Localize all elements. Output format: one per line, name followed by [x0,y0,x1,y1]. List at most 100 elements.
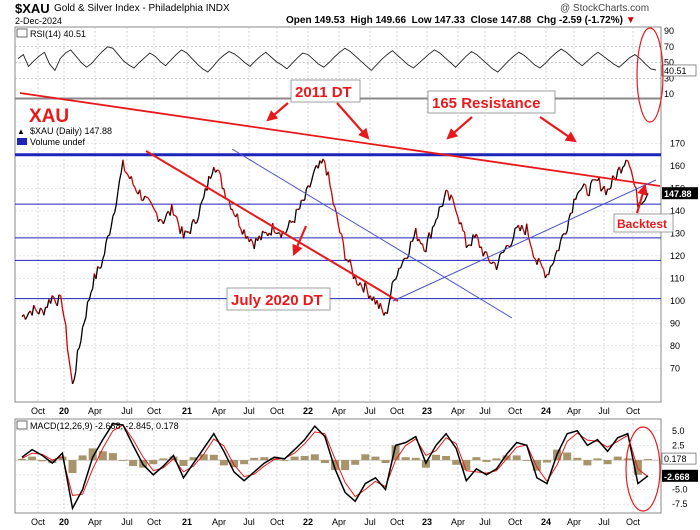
price-segment-283 [495,263,499,271]
price-segment-285 [499,252,503,255]
price-segment-83 [159,218,163,221]
macd-histogram-bar-33 [351,460,360,465]
macd-histogram-bar-54 [563,452,572,461]
price-segment-214 [379,303,383,311]
price-segment-53 [108,226,112,236]
x-tick-macd-17: 24 [541,517,551,527]
price-segment-19 [51,295,55,299]
price-segment-292 [511,237,515,245]
x-tick-macd-2: Apr [88,517,102,527]
price-segment-30 [70,371,74,384]
x-tick-price-3: Jul [121,406,133,416]
price-segment-189 [337,224,341,234]
price-segment-119 [219,174,223,189]
macd-histogram-bar-18 [199,454,208,461]
price-segment-59 [118,172,122,181]
price-segment-73 [142,195,146,201]
price-segment-25 [61,308,65,318]
price-segment-101 [189,222,193,235]
price-segment-38 [83,317,87,323]
macd-histogram-bar-56 [583,460,592,466]
x-tick-macd-13: 23 [422,517,432,527]
price-segment-251 [442,197,446,207]
high-label: High [350,15,373,26]
price-segment-139 [253,237,257,250]
price-segment-330 [574,193,578,200]
price-segment-173 [310,174,314,182]
price-segment-92 [174,214,178,218]
price-segment-320 [558,241,562,251]
price-segment-324 [564,230,568,235]
macd-histogram-bar-23 [250,457,259,461]
macd-histogram-bar-41 [432,454,440,461]
price-segment-231 [408,241,412,255]
macd-histogram-bar-45 [472,457,481,461]
macd-histogram-bar-43 [452,460,461,465]
trendline-2011-dt [19,92,661,187]
rsi-line [17,46,657,73]
price-segment-67 [132,184,136,188]
price-segment-311 [543,269,546,279]
macd-y-tick-5: -7.5 [672,499,688,509]
price-segment-366 [635,188,639,208]
price-segment-196 [349,259,353,269]
price-segment-244 [430,226,434,239]
price-segment-268 [470,234,474,246]
macd-histogram-bar-44 [462,460,471,471]
price-segment-144 [262,230,265,234]
price-segment-130 [238,225,242,230]
price-segment-90 [171,204,175,216]
price-segment-118 [218,170,222,176]
annotation-backtest-box [613,213,674,233]
x-tick-price-19: Jul [598,406,610,416]
macd-histogram-bar-8 [98,451,107,461]
price-segment-359 [623,159,627,166]
price-segment-226 [399,262,403,269]
price-segment-37 [81,322,85,328]
price-panel-frame [14,98,662,403]
price-segment-284 [497,254,501,264]
macd-signal-line [21,424,649,498]
price-segment-174 [312,168,316,175]
price-segment-302 [527,236,531,244]
price-segment-99 [186,230,189,233]
price-segment-2 [23,314,27,320]
price-segment-308 [538,257,541,263]
price-segment-365 [633,185,637,189]
watermark: @ StockCharts.com [560,3,650,14]
price-segment-104 [194,222,198,225]
symbol-title: $XAU [15,1,50,16]
rsi-y-tick-2: 50 [664,58,674,68]
x-tick-macd-18: Apr [567,517,581,527]
annotation-arrow-2 [446,116,473,140]
price-segment-161 [290,220,294,224]
price-y-tick-5: 120 [670,251,685,261]
price-y-tick-7: 100 [670,296,685,306]
annotation-arrow-4 [292,225,308,257]
price-segment-137 [250,238,254,243]
x-tick-price-1: 20 [59,406,69,416]
price-segment-235 [415,227,419,242]
price-segment-370 [642,200,646,203]
macd-histogram-bar-7 [88,448,97,461]
price-segment-260 [457,216,461,225]
macd-histogram-bar-60 [623,458,632,461]
price-segment-332 [578,189,582,192]
price-y-tick-10: 70 [670,363,680,373]
price-segment-303 [529,243,533,250]
price-segment-363 [630,170,634,179]
price-segment-281 [492,261,496,264]
price-segment-262 [460,222,464,231]
macd-hist-value-box [661,452,697,465]
macd-histogram-bar-58 [603,460,612,465]
price-segment-31 [71,379,75,385]
price-segment-259 [455,211,459,217]
macd-histogram-bar-38 [401,457,410,461]
price-segment-245 [432,224,435,228]
price-current-value: 147.88 [664,189,692,199]
price-segment-52 [107,234,110,237]
close-value: 147.88 [500,15,532,26]
price-segment-3 [24,316,28,320]
macd-histogram-bar-36 [381,460,390,463]
price-segment-116 [214,169,218,173]
